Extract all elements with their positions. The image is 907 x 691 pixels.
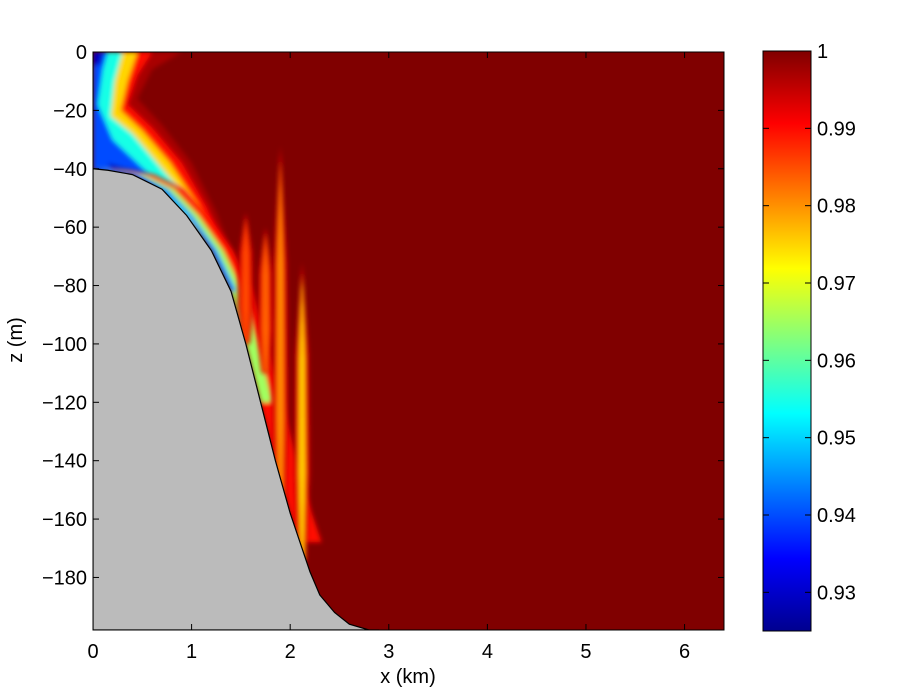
y-tick-label: −180: [42, 567, 87, 589]
y-axis-label: z (m): [5, 317, 27, 363]
heatmap-plot-area: [92, 51, 725, 631]
y-tick-label: −20: [53, 100, 87, 122]
colorbar-tick-label: 0.93: [817, 582, 856, 604]
colorbar-tick-label: 0.95: [817, 428, 856, 450]
x-axis-ticks: 0 1 2 3 4 5 6: [87, 52, 690, 663]
colorbar-ticks: 1 0.99 0.98 0.97 0.96 0.95 0.94 0.93: [763, 41, 856, 604]
plume-3: [272, 145, 289, 534]
plume-1-layer-2: [242, 217, 249, 343]
plume-1: [237, 212, 255, 344]
colorbar-gradient: [762, 50, 812, 632]
x-tick-label: 4: [482, 641, 493, 663]
x-axis-label: x (km): [380, 666, 436, 688]
plume-2: [257, 227, 274, 374]
colorbar-tick-label: 0.97: [817, 273, 856, 295]
plot-frame: [92, 51, 725, 631]
colorbar: 1 0.99 0.98 0.97 0.96 0.95 0.94 0.93: [762, 41, 856, 632]
y-tick-label: −160: [42, 509, 87, 531]
plume-2-layer-2: [262, 232, 269, 372]
x-tick-label: 6: [679, 641, 690, 663]
plume-3-layer-2: [277, 159, 284, 530]
colorbar-tick-label: 0.94: [817, 505, 856, 527]
plume-4-layer-2: [299, 273, 305, 560]
colorbar-tick-label: 0.96: [817, 350, 856, 372]
bathymetry-seafloor: [93, 168, 379, 630]
y-tick-label: −60: [53, 217, 87, 239]
y-tick-label: −40: [53, 159, 87, 181]
x-tick-label: 2: [285, 641, 296, 663]
x-tick-label: 0: [87, 641, 98, 663]
colorbar-tick-label: 0.99: [817, 118, 856, 140]
y-tick-label: −120: [42, 392, 87, 414]
x-tick-label: 5: [580, 641, 591, 663]
colorbar-tick-label: 0.98: [817, 196, 856, 218]
surface-wedge-band-5: [93, 52, 103, 67]
y-axis-ticks: 0 −20 −40 −60 −80 −100 −120 −140 −160 −180: [42, 42, 724, 589]
slope-band-mid: [93, 168, 273, 403]
y-tick-label: −100: [42, 334, 87, 356]
plume-4: [293, 262, 311, 563]
colorbar-tick-label: 1: [817, 41, 828, 63]
y-tick-label: 0: [76, 42, 87, 64]
x-tick-label: 3: [383, 641, 394, 663]
y-tick-label: −80: [53, 276, 87, 298]
y-tick-label: −140: [42, 451, 87, 473]
x-tick-label: 1: [186, 641, 197, 663]
